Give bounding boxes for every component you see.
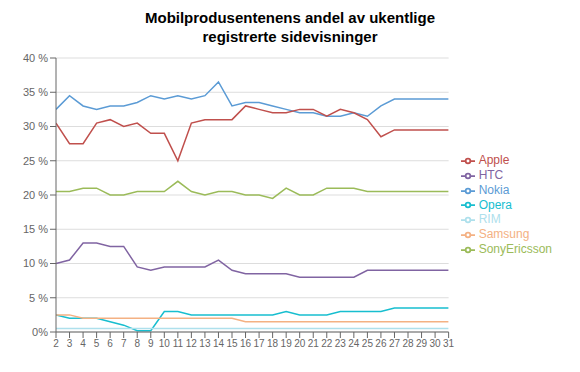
html-text:RIM: RIM	[478, 212, 501, 227]
html-text:Nokia: Nokia	[478, 182, 510, 197]
svg-text:10 %: 10 %	[23, 257, 48, 269]
svg-text:30 %: 30 %	[23, 120, 48, 132]
svg-text:20 %: 20 %	[23, 189, 48, 201]
svg-text:23: 23	[335, 338, 347, 349]
svg-text:29: 29	[416, 338, 428, 349]
svg-text:12: 12	[186, 338, 198, 349]
svg-text:4: 4	[80, 338, 86, 349]
svg-text:15 %: 15 %	[23, 223, 48, 235]
html-text:Samsung: Samsung	[478, 227, 530, 242]
html-text:Apple: Apple	[478, 153, 510, 168]
html-text:HTC: HTC	[478, 167, 504, 182]
svg-text:5 %: 5 %	[29, 292, 48, 304]
html-text:SonyEricsson: SonyEricsson	[478, 242, 552, 257]
html-text:registrerte sidevisninger: registrerte sidevisninger	[202, 28, 378, 45]
svg-text:15: 15	[226, 338, 238, 349]
svg-text:35 %: 35 %	[23, 86, 48, 98]
svg-text:6: 6	[107, 338, 113, 349]
svg-text:8: 8	[134, 338, 140, 349]
svg-text:26: 26	[375, 338, 387, 349]
svg-text:25: 25	[362, 338, 374, 349]
svg-text:2: 2	[53, 338, 59, 349]
svg-text:20: 20	[294, 338, 306, 349]
svg-text:27: 27	[389, 338, 401, 349]
svg-text:19: 19	[281, 338, 293, 349]
svg-text:18: 18	[267, 338, 279, 349]
svg-text:24: 24	[348, 338, 360, 349]
svg-text:11: 11	[173, 338, 184, 349]
svg-text:21: 21	[308, 338, 320, 349]
svg-text:5: 5	[94, 338, 100, 349]
svg-text:25 %: 25 %	[23, 155, 48, 167]
svg-text:3: 3	[67, 338, 73, 349]
svg-text:13: 13	[199, 338, 211, 349]
svg-text:30: 30	[430, 338, 442, 349]
html-text:Opera: Opera	[478, 197, 512, 212]
svg-text:14: 14	[213, 338, 225, 349]
svg-text:40 %: 40 %	[23, 52, 48, 64]
svg-text:17: 17	[254, 338, 266, 349]
svg-text:22: 22	[321, 338, 333, 349]
svg-text:28: 28	[402, 338, 414, 349]
svg-text:7: 7	[121, 338, 127, 349]
svg-text:31: 31	[443, 338, 455, 349]
svg-text:0%: 0%	[32, 326, 48, 338]
svg-text:10: 10	[159, 338, 171, 349]
svg-text:9: 9	[148, 338, 154, 349]
html-text:Mobilprodusentenens andel av u: Mobilprodusentenens andel av ukentlige	[145, 9, 435, 26]
svg-text:16: 16	[240, 338, 252, 349]
